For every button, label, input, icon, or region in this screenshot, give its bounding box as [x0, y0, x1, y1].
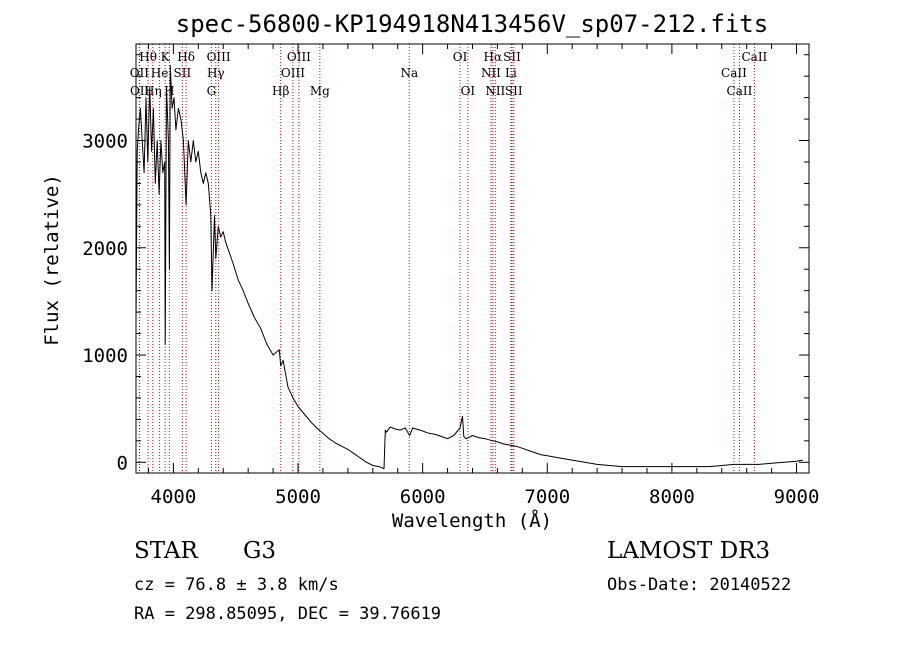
line-marker-label: Hβ [272, 84, 289, 98]
line-marker-label: Li [505, 66, 517, 80]
line-marker-label: OIII [207, 50, 231, 64]
line-marker-label: OI [461, 84, 476, 98]
line-marker-label: H [164, 84, 174, 98]
line-marker-label: G [207, 84, 217, 98]
line-marker-label: CaII [727, 84, 753, 98]
coordinates: RA = 298.85095, DEC = 39.76619 [134, 604, 442, 624]
y-tick-label: 1000 [82, 345, 128, 367]
y-tick-label: 3000 [82, 131, 128, 153]
line-marker-label: NII [481, 66, 501, 80]
line-marker-label: SII [505, 84, 523, 98]
redshift-readout: cz = 76.8 ± 3.8 km/s [134, 575, 339, 595]
line-marker-label: Na [400, 66, 418, 80]
x-tick-label: 7000 [524, 486, 570, 508]
x-tick-label: 4000 [151, 486, 197, 508]
line-marker-label: Hθ [139, 50, 157, 64]
plot-frame [135, 43, 810, 474]
y-axis: 0 1000 2000 3000 [82, 54, 809, 474]
line-marker-label: OIII [281, 66, 305, 80]
series-layer [135, 65, 803, 470]
y-axis-label: Flux (relative) [41, 174, 63, 346]
line-marker-label: CaII [741, 50, 767, 64]
line-marker-label: K [161, 50, 171, 64]
series-line-0 [135, 65, 803, 470]
line-marker-label: He [151, 66, 169, 80]
line-marker-label: SII [503, 50, 521, 64]
survey-name: LAMOST DR3 [607, 538, 771, 564]
line-marker-label: Mg [310, 84, 330, 98]
object-class: STAR [134, 538, 198, 564]
line-marker-label: Hα [484, 50, 503, 64]
x-tick-label: 6000 [400, 486, 446, 508]
line-marker-label: OII [130, 84, 150, 98]
y-tick-label: 0 [117, 452, 128, 474]
x-tick-label: 5000 [275, 486, 321, 508]
line-marker-label: CaII [721, 66, 747, 80]
line-marker-label: Hγ [207, 66, 225, 80]
y-tick-label: 2000 [82, 238, 128, 260]
line-marker-label: OI [453, 50, 468, 64]
line-marker-label: OII [130, 66, 150, 80]
x-tick-label: 9000 [774, 486, 820, 508]
line-marker-label: OIII [287, 50, 311, 64]
line-marker-label: Hδ [177, 50, 195, 64]
line-marker-label: Hη [144, 84, 162, 98]
line-marker-label: SII [174, 66, 192, 80]
line-marker-label: NII [485, 84, 505, 98]
obs-date: Obs-Date: 20140522 [607, 575, 792, 595]
x-axis-label: Wavelength (Å) [392, 509, 552, 532]
chart-title: spec-56800-KP194918N413456V_sp07-212.fit… [176, 10, 768, 38]
object-subclass: G3 [243, 538, 277, 564]
x-axis: 4000 5000 6000 7000 8000 9000 [147, 44, 820, 508]
x-tick-label: 8000 [649, 486, 695, 508]
